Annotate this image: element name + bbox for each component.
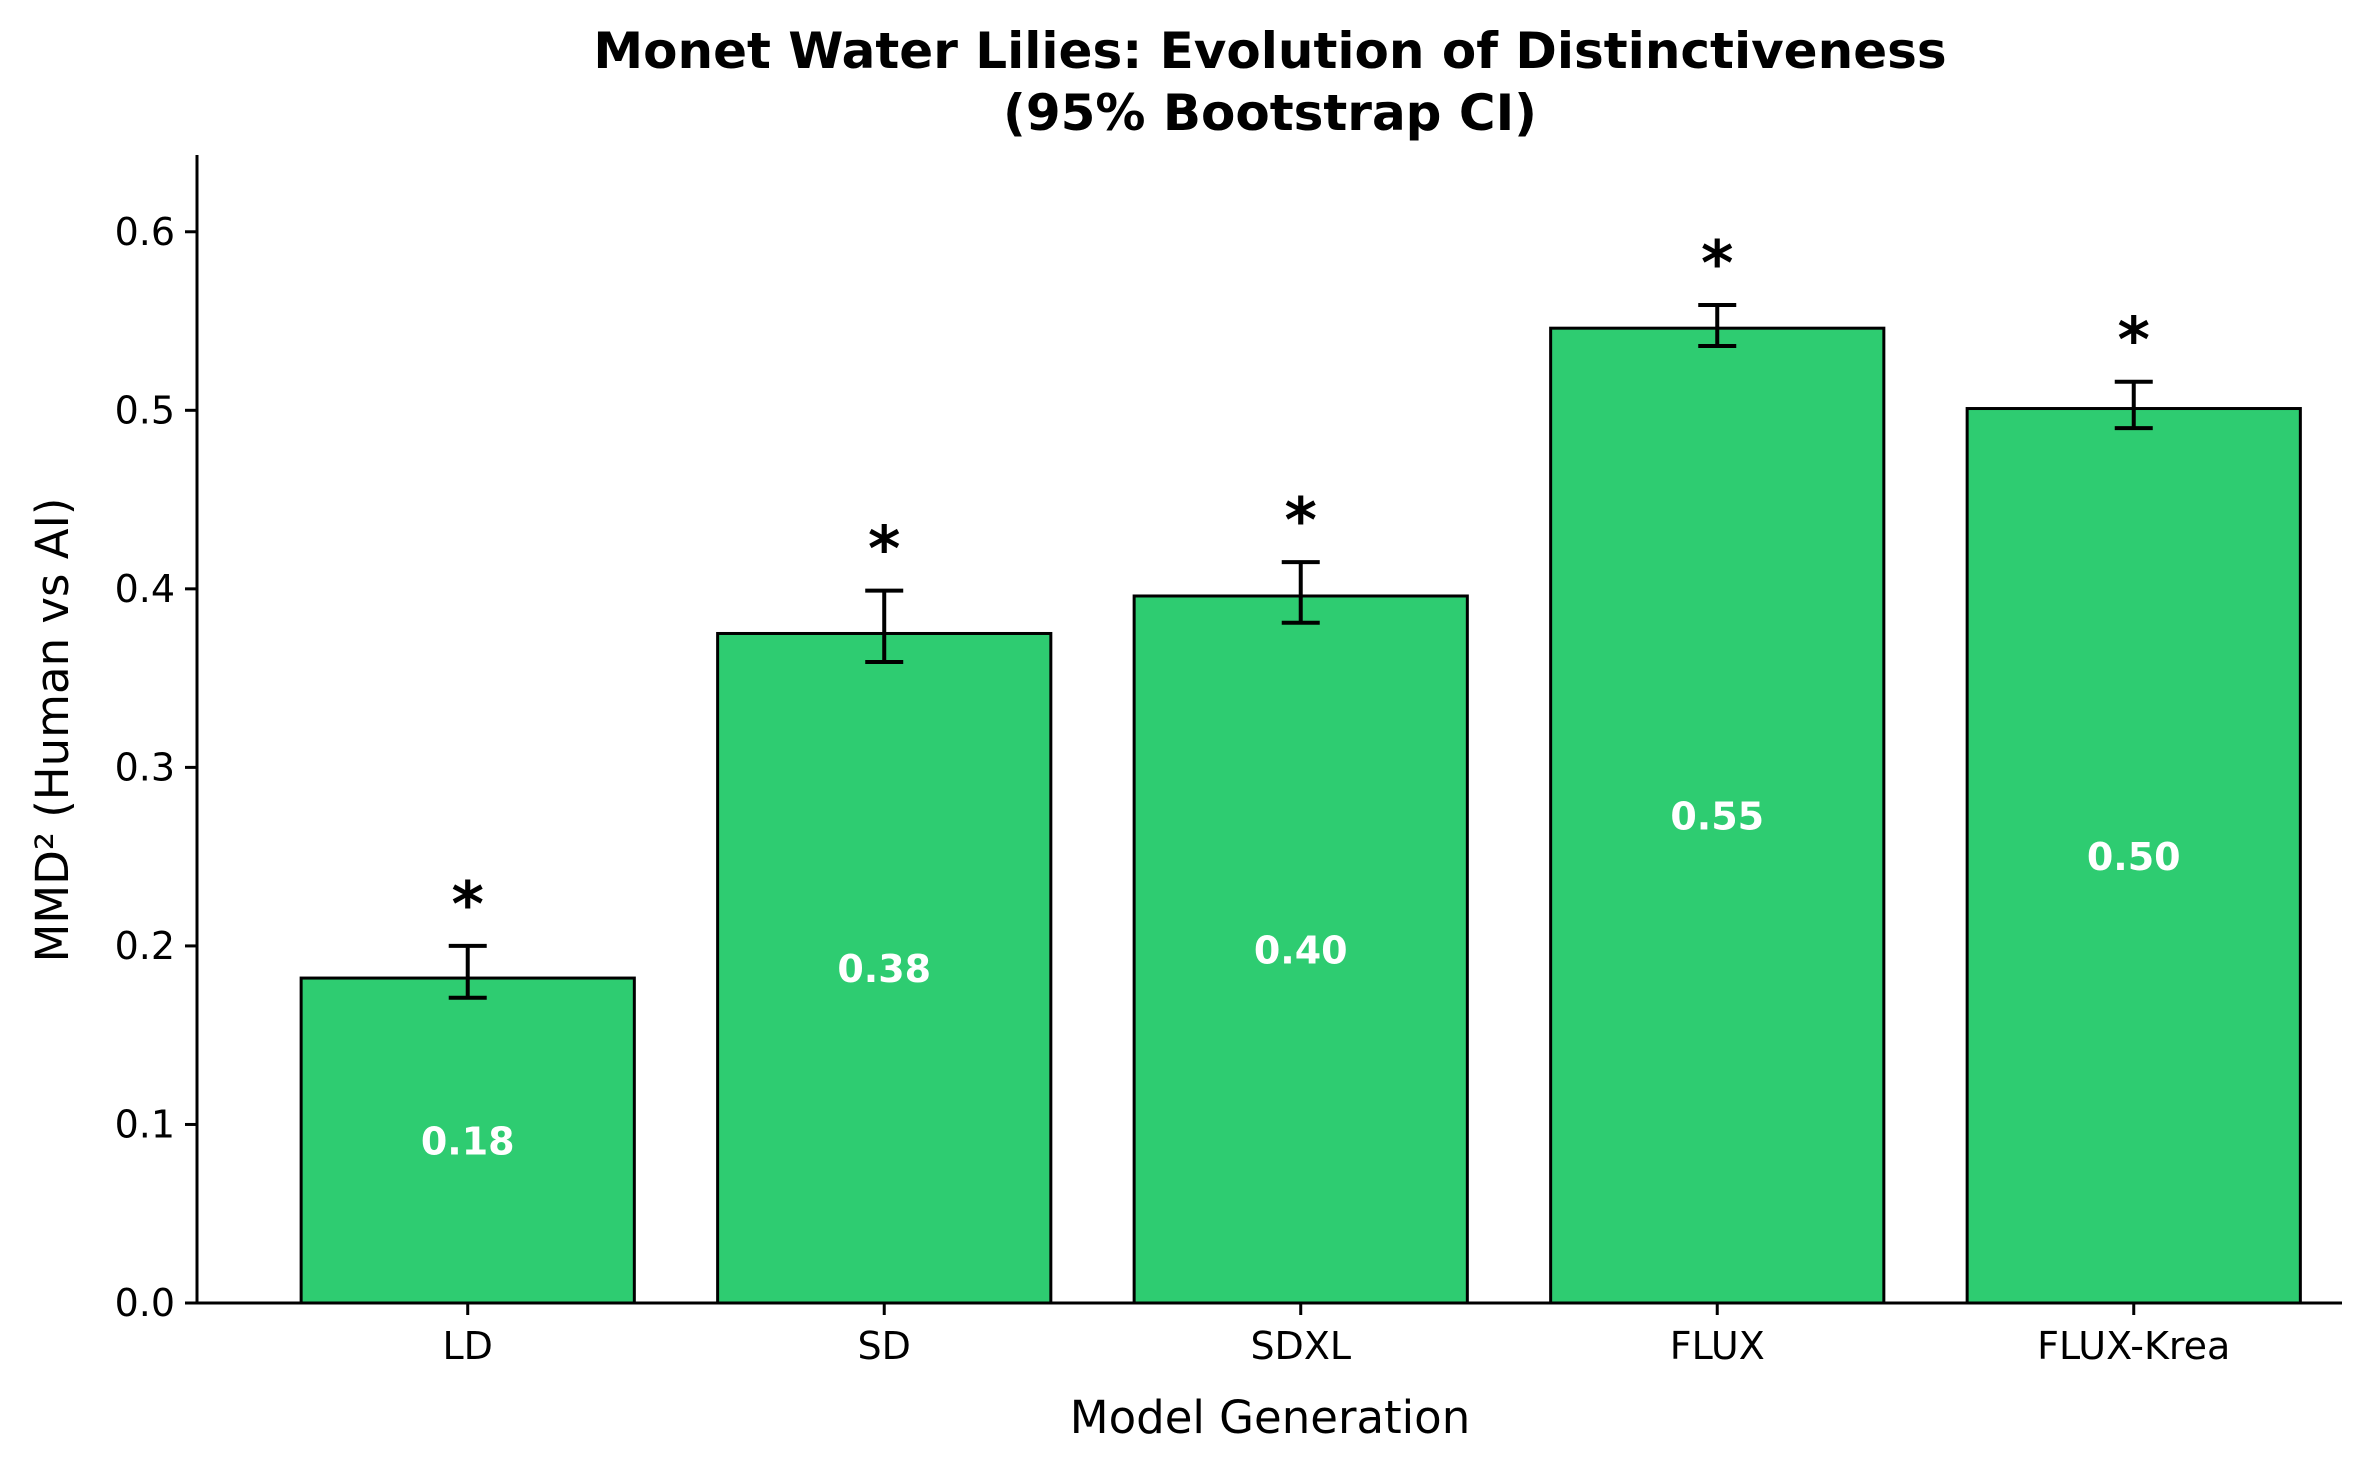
bar — [299, 976, 636, 1305]
value-label: 0.40 — [1254, 928, 1348, 972]
error-bars-layer — [448, 302, 2153, 1000]
bar — [1549, 326, 1886, 1305]
x-tick-label: SD — [858, 1324, 911, 1368]
y-tick-label: 0.1 — [115, 1102, 175, 1146]
x-tick-label: FLUX-Krea — [2037, 1324, 2230, 1368]
x-tick-label: LD — [443, 1324, 493, 1368]
y-tick-label: 0.2 — [115, 924, 175, 968]
significance-star: * — [868, 513, 900, 586]
y-axis-label: MMD² (Human vs AI) — [26, 498, 79, 963]
significance-star: * — [1285, 484, 1317, 557]
y-tick-label: 0.0 — [115, 1281, 175, 1325]
axes-layer: LD SD SDXL FLUX FLUX-Krea0.00.10.20.30.40.50… — [115, 155, 2342, 1368]
chart-title: Monet Water Lilies: Evolution of Distinc… — [593, 22, 1946, 80]
x-tick-label: FLUX — [1670, 1324, 1765, 1368]
significance-star: * — [1701, 227, 1733, 300]
bar — [1965, 407, 2302, 1305]
significance-star: * — [452, 868, 484, 941]
x-tick-label: SDXL — [1250, 1324, 1351, 1368]
value-label: 0.55 — [1670, 795, 1764, 839]
x-axis-label: Model Generation — [1070, 1391, 1470, 1444]
value-label: 0.50 — [2087, 835, 2181, 879]
chart-subtitle: (95% Bootstrap CI) — [1003, 84, 1537, 142]
labels-layer: 0.18 * 0.38 * 0.40 * 0.55 * 0.50 * — [421, 227, 2181, 1164]
y-tick-label: 0.4 — [115, 567, 175, 611]
bar — [716, 631, 1053, 1305]
y-tick-label: 0.6 — [115, 210, 175, 254]
y-tick-label: 0.3 — [115, 745, 175, 789]
significance-star: * — [2118, 304, 2150, 377]
y-tick-label: 0.5 — [115, 388, 175, 432]
value-label: 0.18 — [421, 1120, 515, 1164]
value-label: 0.38 — [837, 947, 931, 991]
bars-layer — [299, 326, 2302, 1305]
